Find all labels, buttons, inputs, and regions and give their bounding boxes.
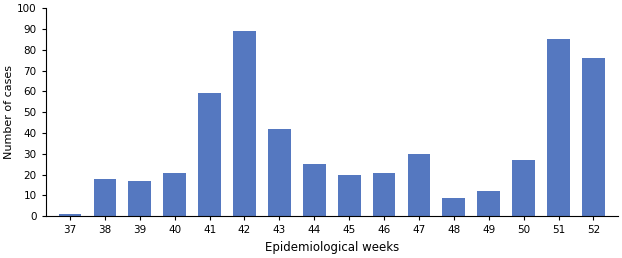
Bar bbox=[58, 214, 81, 216]
Bar bbox=[233, 31, 256, 216]
Bar bbox=[513, 160, 535, 216]
Bar bbox=[338, 175, 361, 216]
Bar bbox=[164, 173, 186, 216]
Bar bbox=[198, 93, 221, 216]
Bar bbox=[129, 181, 151, 216]
Bar bbox=[442, 198, 465, 216]
Bar bbox=[268, 129, 290, 216]
Y-axis label: Number of cases: Number of cases bbox=[4, 65, 14, 159]
Bar bbox=[93, 179, 116, 216]
Bar bbox=[303, 164, 325, 216]
X-axis label: Epidemiological weeks: Epidemiological weeks bbox=[264, 241, 399, 254]
Bar bbox=[547, 39, 570, 216]
Bar bbox=[407, 154, 430, 216]
Bar bbox=[373, 173, 396, 216]
Bar bbox=[478, 191, 500, 216]
Bar bbox=[582, 58, 605, 216]
